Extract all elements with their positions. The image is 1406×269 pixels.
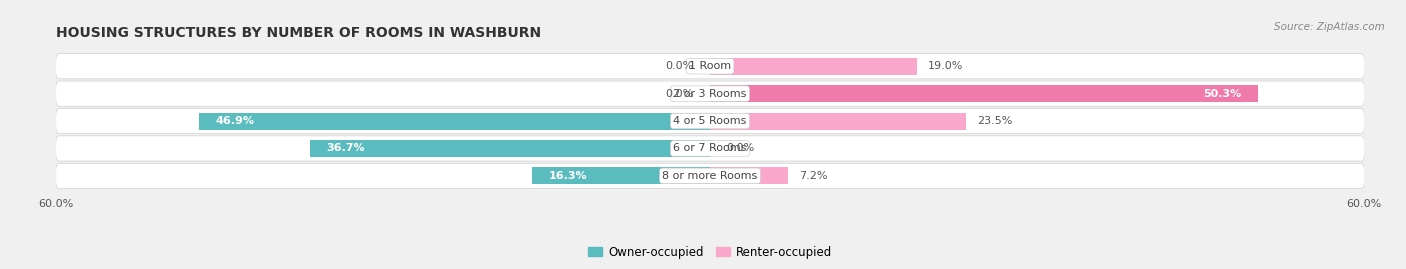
Bar	[200, 112, 710, 130]
Text: 8 or more Rooms: 8 or more Rooms	[662, 171, 758, 181]
Bar	[710, 58, 917, 75]
Text: 4 or 5 Rooms: 4 or 5 Rooms	[673, 116, 747, 126]
FancyBboxPatch shape	[56, 108, 1364, 134]
Text: Source: ZipAtlas.com: Source: ZipAtlas.com	[1274, 22, 1385, 31]
Bar	[311, 140, 710, 157]
FancyBboxPatch shape	[56, 163, 1364, 189]
Text: 36.7%: 36.7%	[326, 143, 366, 153]
Bar	[710, 167, 789, 184]
FancyBboxPatch shape	[56, 54, 1364, 79]
Text: 46.9%: 46.9%	[215, 116, 254, 126]
Text: 1 Room: 1 Room	[689, 61, 731, 71]
FancyBboxPatch shape	[56, 136, 1364, 161]
Text: HOUSING STRUCTURES BY NUMBER OF ROOMS IN WASHBURN: HOUSING STRUCTURES BY NUMBER OF ROOMS IN…	[56, 26, 541, 40]
Text: 0.0%: 0.0%	[665, 89, 693, 99]
Text: 2 or 3 Rooms: 2 or 3 Rooms	[673, 89, 747, 99]
Text: 16.3%: 16.3%	[548, 171, 588, 181]
Text: 23.5%: 23.5%	[977, 116, 1012, 126]
Text: 50.3%: 50.3%	[1204, 89, 1241, 99]
Bar	[710, 85, 1258, 102]
Text: 0.0%: 0.0%	[665, 61, 693, 71]
Text: 7.2%: 7.2%	[800, 171, 828, 181]
Text: 0.0%: 0.0%	[727, 143, 755, 153]
Bar	[710, 112, 966, 130]
Legend: Owner-occupied, Renter-occupied: Owner-occupied, Renter-occupied	[583, 241, 837, 263]
Text: 6 or 7 Rooms: 6 or 7 Rooms	[673, 143, 747, 153]
Bar	[533, 167, 710, 184]
Text: 19.0%: 19.0%	[928, 61, 963, 71]
FancyBboxPatch shape	[56, 81, 1364, 106]
